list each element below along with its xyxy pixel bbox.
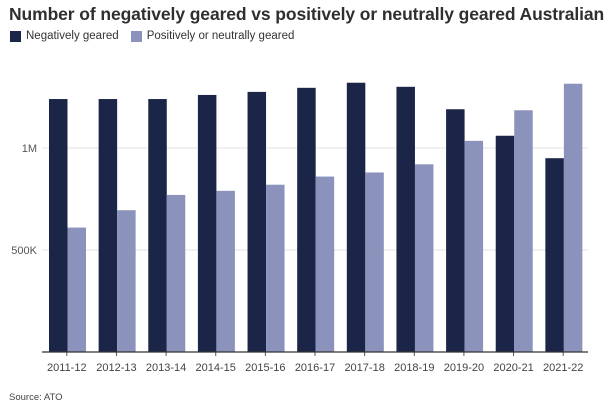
x-tick-label: 2012-13 <box>96 362 136 374</box>
x-tick-label: 2019-20 <box>444 362 484 374</box>
source-note: Source: ATO <box>9 392 63 403</box>
x-tick-label: 2021-22 <box>543 362 583 374</box>
bar-positively-geared <box>563 83 583 353</box>
legend-label-negatively-geared: Negatively geared <box>26 30 119 42</box>
legend-swatch-negatively-geared <box>10 30 21 42</box>
bar-positively-geared <box>514 110 533 352</box>
y-tick-label: 1M <box>22 143 37 155</box>
bar-negatively-geared <box>49 99 68 352</box>
legend-item-negatively-geared: Negatively geared <box>10 30 119 42</box>
x-tick-label: 2017-18 <box>344 362 384 374</box>
bar-positively-geared <box>315 176 335 352</box>
x-tick-label: 2016-17 <box>295 362 335 374</box>
bar-negatively-geared <box>446 109 465 353</box>
x-tick-label: 2020-21 <box>493 362 533 374</box>
legend-label-positively-geared: Positively or neutrally geared <box>146 30 295 42</box>
bar-positively-geared <box>464 140 484 352</box>
bar-negatively-geared <box>396 86 415 353</box>
x-tick-label: 2014-15 <box>196 362 236 374</box>
x-tick-label: 2011-12 <box>47 362 87 374</box>
legend-swatch-positively-geared <box>130 30 142 42</box>
bar-negatively-geared <box>197 94 217 353</box>
bar-positively-geared <box>216 190 235 352</box>
x-tick-label: 2015-16 <box>245 362 285 374</box>
bar-negatively-geared <box>346 82 366 352</box>
bar-positively-geared <box>117 210 136 352</box>
bar-positively-geared <box>166 194 186 352</box>
bar-negatively-geared <box>297 87 316 352</box>
chart-title: Number of negatively geared vs positivel… <box>9 4 605 24</box>
bar-positively-geared <box>365 172 384 352</box>
bar-negatively-geared <box>98 99 118 352</box>
bar-negatively-geared <box>148 99 167 352</box>
x-tick-label: 2018-19 <box>394 362 434 374</box>
bar-positively-geared <box>266 184 285 352</box>
bar-positively-geared <box>67 227 86 352</box>
y-tick-label: 500K <box>11 245 37 257</box>
bar-negatively-geared <box>495 135 515 352</box>
chart-legend: Negatively geared Positively or neutrall… <box>10 30 306 42</box>
bar-positively-geared <box>414 164 434 352</box>
bar-negatively-geared <box>545 158 564 352</box>
bar-negatively-geared <box>247 91 267 353</box>
x-tick-label: 2013-14 <box>146 362 186 374</box>
legend-item-positively-geared: Positively or neutrally geared <box>130 30 295 42</box>
